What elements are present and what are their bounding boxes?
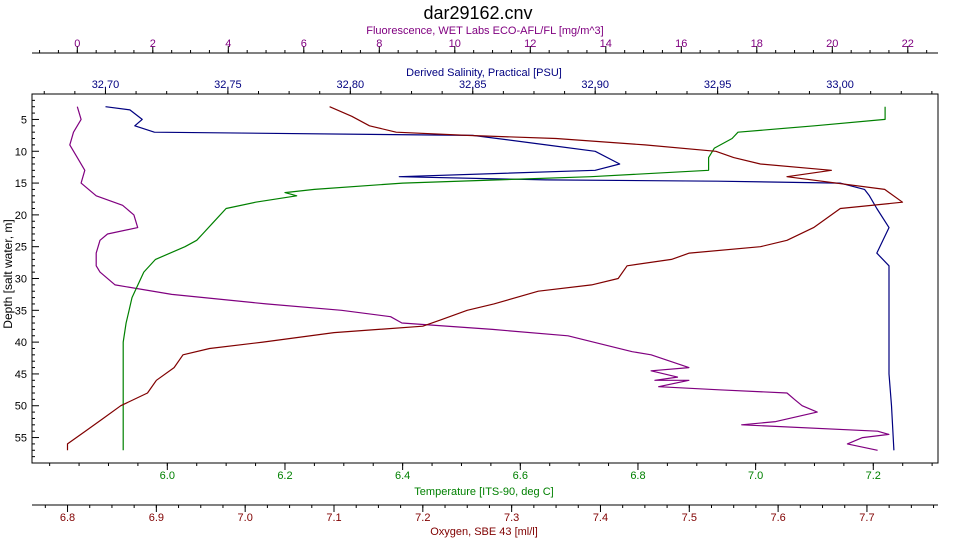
fluorescence-tick-label: 12 [524, 38, 536, 50]
depth-axis-title: Depth [salt water, m] [1, 219, 15, 328]
depth-tick-label: 10 [15, 146, 27, 158]
salinity-tick-label: 32,90 [581, 79, 609, 91]
depth-axis: 5 10 15 20 25 30 35 40 45 50 55 [15, 99, 39, 458]
oxygen-tick-label: 7.3 [504, 512, 519, 524]
salinity-tick-label: 32,85 [459, 79, 487, 91]
salinity-tick-label: 33,00 [826, 79, 854, 91]
oxygen-axis: 6.8 6.9 7.0 7.1 7.2 7.3 7.4 7.5 7.6 7.7 [32, 504, 938, 524]
fluorescence-tick-label: 6 [301, 38, 307, 50]
oxygen-tick-label: 7.0 [238, 512, 253, 524]
fluorescence-axis-title: Fluorescence, WET Labs ECO-AFL/FL [mg/m^… [366, 25, 603, 37]
oxygen-tick-label: 7.4 [593, 512, 608, 524]
fluorescence-tick-label: 10 [449, 38, 461, 50]
oxygen-series-line [66, 106, 904, 451]
plot-frame [31, 93, 939, 464]
oxygen-tick-label: 7.6 [770, 512, 785, 524]
series-layer [66, 106, 904, 451]
oxygen-tick-label: 7.2 [415, 512, 430, 524]
salinity-tick-label: 32,80 [337, 79, 365, 91]
fluorescence-series-line [69, 106, 890, 451]
temperature-tick-label: 6.0 [160, 470, 175, 482]
temperature-axis-title: Temperature [ITS-90, deg C] [414, 486, 553, 498]
oxygen-tick-label: 7.7 [859, 512, 874, 524]
chart-title: dar29162.cnv [423, 3, 532, 23]
fluorescence-tick-label: 20 [826, 38, 838, 50]
fluorescence-tick-label: 14 [600, 38, 612, 50]
fluorescence-tick-label: 2 [150, 38, 156, 50]
depth-tick-label: 25 [15, 242, 27, 254]
fluorescence-axis: 0 2 4 6 8 10 12 14 16 18 20 22 [32, 38, 938, 54]
oxygen-tick-label: 7.5 [682, 512, 697, 524]
fluorescence-tick-label: 4 [225, 38, 231, 50]
temperature-tick-label: 6.6 [513, 470, 528, 482]
salinity-series-line [105, 106, 895, 451]
depth-tick-label: 50 [15, 401, 27, 413]
depth-tick-label: 35 [15, 305, 27, 317]
temperature-axis: 6.0 6.2 6.4 6.6 6.8 7.0 7.2 [49, 463, 933, 482]
depth-tick-label: 45 [15, 369, 27, 381]
depth-tick-label: 55 [15, 433, 27, 445]
salinity-tick-label: 32,75 [214, 79, 242, 91]
depth-tick-label: 30 [15, 274, 27, 286]
fluorescence-tick-label: 22 [902, 38, 914, 50]
fluorescence-tick-label: 18 [751, 38, 763, 50]
temperature-tick-label: 7.0 [748, 470, 763, 482]
fluorescence-tick-label: 16 [675, 38, 687, 50]
depth-tick-label: 5 [21, 114, 27, 126]
salinity-tick-label: 32,70 [92, 79, 120, 91]
temperature-tick-label: 7.2 [866, 470, 881, 482]
oxygen-tick-label: 6.9 [149, 512, 164, 524]
salinity-axis-title: Derived Salinity, Practical [PSU] [406, 67, 562, 79]
oxygen-tick-label: 7.1 [326, 512, 341, 524]
temperature-series-line [122, 106, 886, 451]
depth-tick-label: 15 [15, 178, 27, 190]
temperature-tick-label: 6.4 [395, 470, 410, 482]
depth-tick-label: 40 [15, 337, 27, 349]
oxygen-tick-label: 6.8 [60, 512, 75, 524]
salinity-tick-label: 32,95 [704, 79, 732, 91]
fluorescence-tick-label: 0 [74, 38, 80, 50]
temperature-tick-label: 6.8 [630, 470, 645, 482]
temperature-tick-label: 6.2 [277, 470, 292, 482]
salinity-axis: 32,70 32,75 32,80 32,85 32,90 32,95 33,00 [43, 79, 933, 94]
fluorescence-tick-label: 8 [376, 38, 382, 50]
depth-tick-label: 20 [15, 210, 27, 222]
oxygen-axis-title: Oxygen, SBE 43 [ml/l] [430, 526, 538, 538]
